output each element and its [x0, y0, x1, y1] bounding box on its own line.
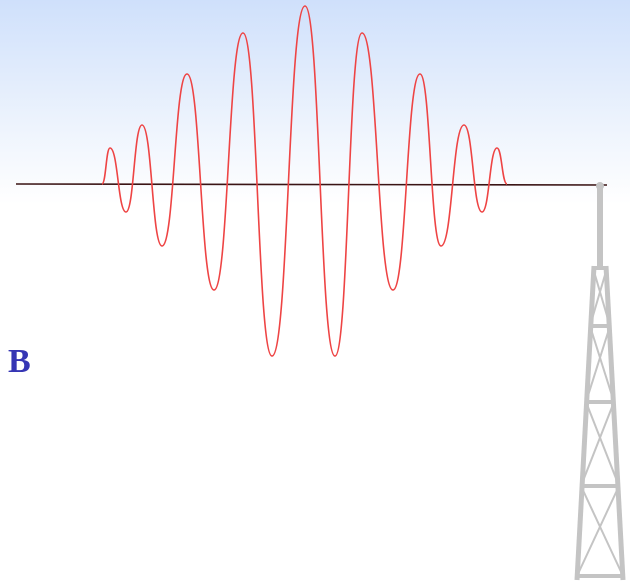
baseline: [16, 184, 607, 185]
label: B: [8, 343, 31, 380]
page: B (() => { const data = JSON.parse(docum…: [0, 0, 630, 584]
diagram: B: [0, 0, 630, 584]
